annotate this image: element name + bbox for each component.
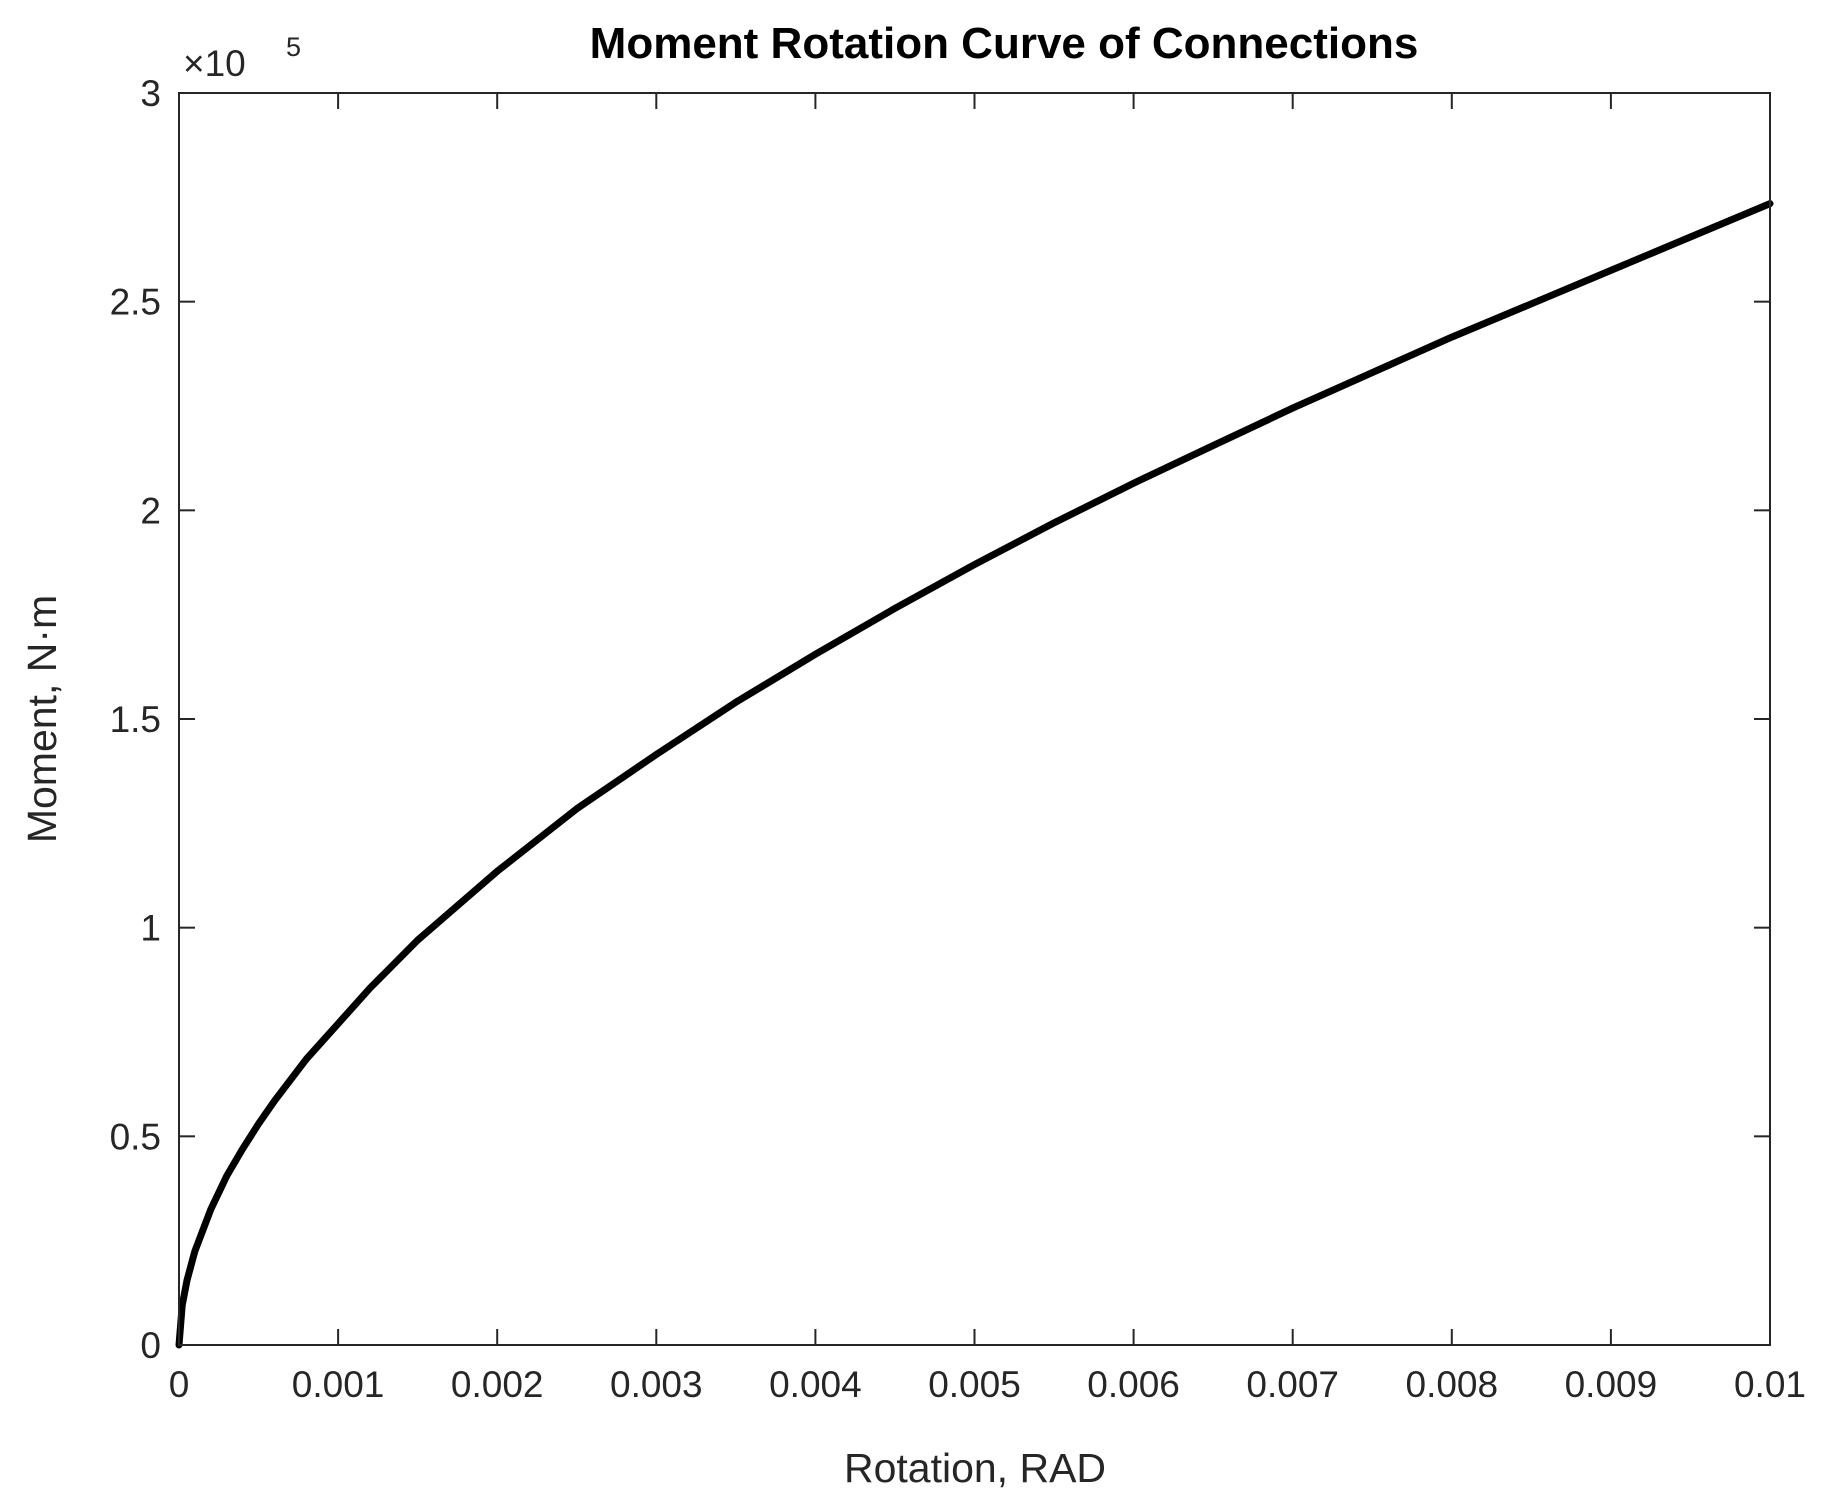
x-tick-label: 0.01 — [1734, 1364, 1806, 1405]
axes-box — [178, 92, 1771, 1346]
series-line — [175, 200, 1774, 1349]
y-exponent: ×10 5 — [183, 32, 301, 84]
y-tick-label: 2 — [140, 490, 161, 531]
y-tick-label: 3 — [140, 73, 161, 114]
x-tick-label: 0.008 — [1406, 1364, 1499, 1405]
y-exponent-power: 5 — [286, 32, 301, 62]
x-axis: 0 0.001 0.002 0.003 0.004 0.005 0.006 0.007 0.00… — [169, 93, 1806, 1405]
y-tick-label: 1 — [140, 908, 161, 949]
y-tick-label: 1.5 — [110, 699, 161, 740]
y-tick-label: 0 — [140, 1325, 161, 1366]
x-tick-label: 0.005 — [928, 1364, 1021, 1405]
x-tick-label: 0 — [169, 1364, 190, 1405]
y-exponent-base: ×10 — [183, 43, 246, 84]
y-tick-label: 0.5 — [110, 1116, 161, 1157]
y-tick-label: 2.5 — [110, 282, 161, 323]
y-axis-label: Moment, N·m — [19, 595, 65, 843]
x-tick-label: 0.003 — [610, 1364, 703, 1405]
x-tick-label: 0.004 — [769, 1364, 862, 1405]
x-tick-label: 0.009 — [1565, 1364, 1658, 1405]
x-axis-label: Rotation, RAD — [844, 1445, 1106, 1491]
x-tick-label: 0.001 — [292, 1364, 385, 1405]
x-tick-label: 0.007 — [1246, 1364, 1339, 1405]
plot-area — [175, 200, 1774, 1349]
x-tick-label: 0.002 — [451, 1364, 544, 1405]
chart-title: Moment Rotation Curve of Connections — [590, 19, 1419, 68]
x-tick-label: 0.006 — [1087, 1364, 1180, 1405]
y-axis: 0 0.5 1 1.5 2 2.5 3 — [110, 73, 1770, 1366]
